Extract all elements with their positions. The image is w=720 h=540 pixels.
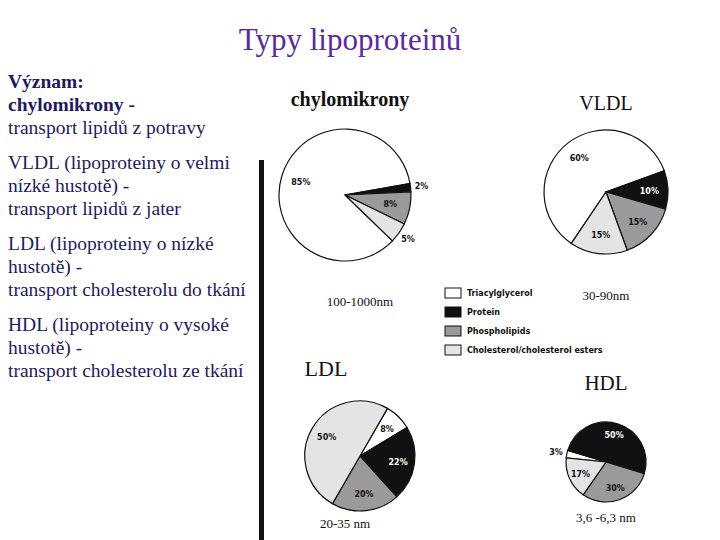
svg-text:60%: 60% bbox=[570, 154, 589, 163]
html-text:Význam:: Význam: bbox=[8, 71, 84, 92]
svg-text:100-1000nm: 100-1000nm bbox=[327, 294, 393, 309]
html-text:Typy lipoproteinů: Typy lipoproteinů bbox=[238, 22, 462, 57]
svg-text:30%: 30% bbox=[606, 484, 625, 493]
svg-text:85%: 85% bbox=[291, 177, 310, 186]
svg-text:Cholesterol/cholesterol esters: Cholesterol/cholesterol esters bbox=[467, 346, 603, 355]
html-text:HDL (lipoproteiny o vysoké hus: HDL (lipoproteiny o vysoké hustotě) - bbox=[8, 314, 229, 358]
svg-text:3%: 3% bbox=[549, 448, 563, 457]
html-text:transport lipidů z jater: transport lipidů z jater bbox=[8, 198, 181, 219]
svg-text:Phospholipids: Phospholipids bbox=[467, 327, 530, 336]
svg-text:50%: 50% bbox=[605, 431, 624, 440]
html-text:VLDL (lipoproteiny o velmi níz: VLDL (lipoproteiny o velmi nízké hustotě… bbox=[8, 152, 230, 196]
svg-text:Protein: Protein bbox=[467, 308, 500, 317]
svg-text:17%: 17% bbox=[571, 470, 590, 479]
svg-text:30-90nm: 30-90nm bbox=[583, 288, 630, 303]
svg-text:20-35 nm: 20-35 nm bbox=[320, 516, 370, 531]
svg-text:15%: 15% bbox=[591, 231, 610, 240]
html-text:transport lipidů z potravy: transport lipidů z potravy bbox=[8, 117, 206, 138]
svg-text:20%: 20% bbox=[354, 490, 373, 499]
svg-text:8%: 8% bbox=[383, 200, 397, 209]
svg-text:5%: 5% bbox=[401, 235, 415, 244]
html-text:transport cholesterolu ze tkán: transport cholesterolu ze tkání bbox=[8, 360, 244, 381]
svg-text:HDL: HDL bbox=[584, 371, 627, 395]
svg-text:15%: 15% bbox=[628, 218, 647, 227]
svg-text:2%: 2% bbox=[415, 182, 429, 191]
html-text:transport cholesterolu do tkán: transport cholesterolu do tkání bbox=[8, 279, 246, 300]
svg-text:chylomikrony: chylomikrony bbox=[291, 88, 410, 111]
html-text:LDL (lipoproteiny o nízké hust: LDL (lipoproteiny o nízké hustotě) - bbox=[8, 233, 214, 277]
svg-text:8%: 8% bbox=[380, 424, 394, 433]
svg-text:VLDL: VLDL bbox=[579, 92, 632, 114]
html-text:chylomikrony -: chylomikrony - bbox=[8, 94, 135, 115]
svg-text:3,6 -6,3 nm: 3,6 -6,3 nm bbox=[576, 510, 636, 525]
svg-text:Triacylglycerol: Triacylglycerol bbox=[467, 289, 533, 298]
svg-text:50%: 50% bbox=[317, 433, 336, 442]
svg-text:22%: 22% bbox=[389, 458, 408, 467]
svg-text:10%: 10% bbox=[640, 186, 659, 195]
svg-text:LDL: LDL bbox=[305, 356, 348, 381]
